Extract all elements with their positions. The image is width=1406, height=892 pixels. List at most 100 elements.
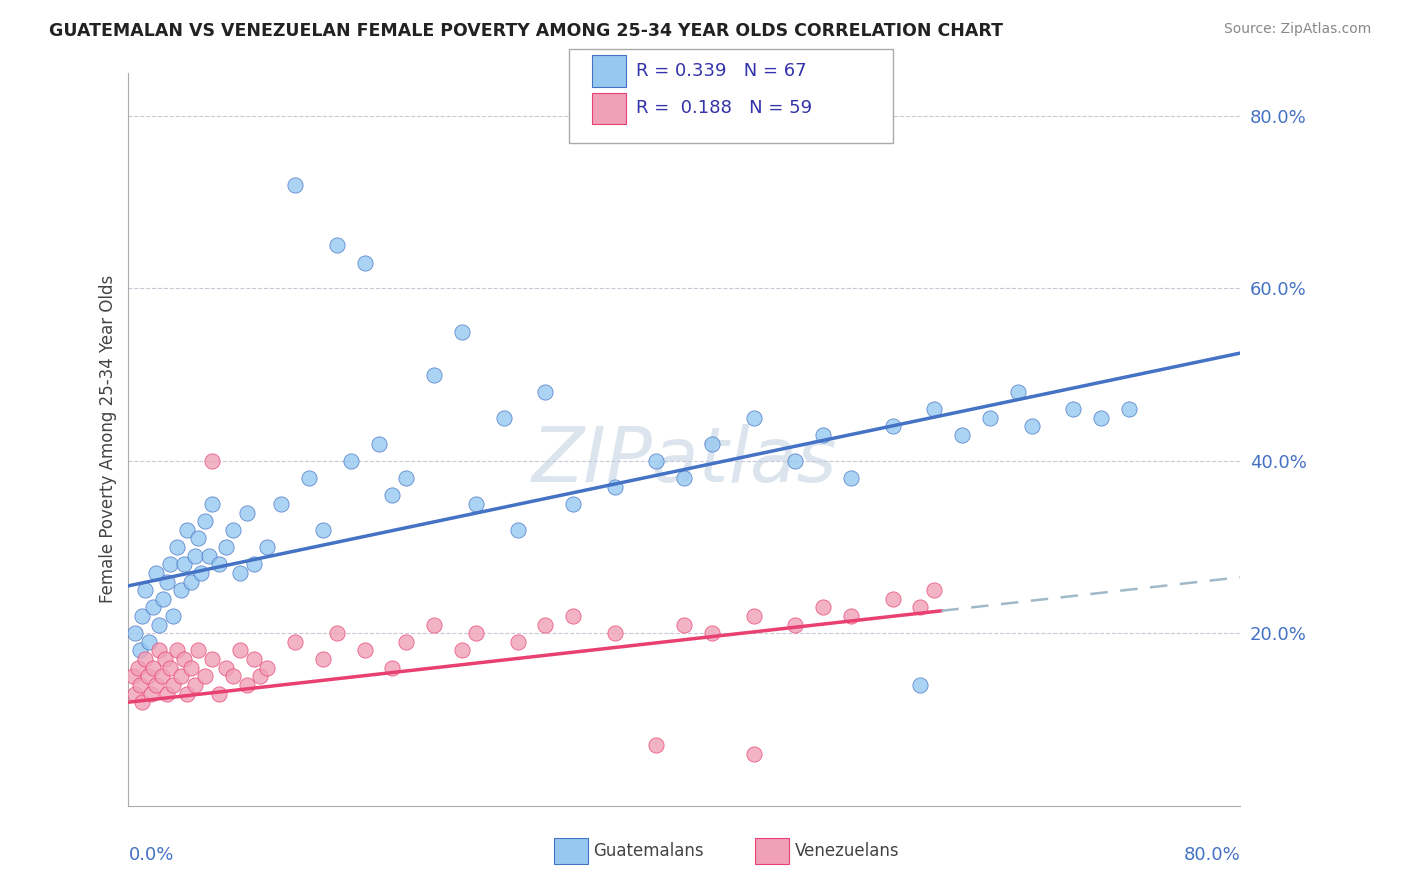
Point <box>298 471 321 485</box>
Text: ZIPatlas: ZIPatlas <box>531 425 837 499</box>
Point <box>645 739 668 753</box>
Point <box>742 747 765 761</box>
Point <box>395 635 418 649</box>
Point <box>326 626 349 640</box>
Point <box>242 558 264 572</box>
Point <box>170 583 193 598</box>
Point <box>208 687 231 701</box>
Point <box>184 549 207 563</box>
Point <box>162 678 184 692</box>
Point <box>142 661 165 675</box>
Point <box>742 410 765 425</box>
Point <box>148 643 170 657</box>
Point <box>312 652 335 666</box>
Point <box>367 436 389 450</box>
Point <box>506 523 529 537</box>
Point <box>134 652 156 666</box>
Point <box>353 643 375 657</box>
Point <box>159 558 181 572</box>
Point <box>173 652 195 666</box>
Point <box>270 497 292 511</box>
Point <box>249 669 271 683</box>
Point <box>201 652 224 666</box>
Point <box>673 617 696 632</box>
Point <box>170 669 193 683</box>
Point <box>950 428 973 442</box>
Point <box>811 428 834 442</box>
Point <box>562 497 585 511</box>
Point <box>839 471 862 485</box>
Point <box>312 523 335 537</box>
Point <box>127 661 149 675</box>
Point <box>159 661 181 675</box>
Point <box>221 523 243 537</box>
Text: Source: ZipAtlas.com: Source: ZipAtlas.com <box>1223 22 1371 37</box>
Point <box>176 687 198 701</box>
Point <box>184 678 207 692</box>
Point <box>148 617 170 632</box>
Point <box>152 591 174 606</box>
Point <box>215 661 238 675</box>
Point <box>156 687 179 701</box>
Point <box>138 635 160 649</box>
Point <box>142 600 165 615</box>
Point <box>1118 402 1140 417</box>
Point <box>201 497 224 511</box>
Point <box>464 626 486 640</box>
Point <box>451 325 474 339</box>
Point <box>979 410 1001 425</box>
Point <box>190 566 212 580</box>
Point <box>180 574 202 589</box>
Point <box>1007 384 1029 399</box>
Point <box>124 626 146 640</box>
Point <box>187 643 209 657</box>
Text: 80.0%: 80.0% <box>1184 846 1240 864</box>
Point <box>256 540 278 554</box>
Point <box>128 643 150 657</box>
Point <box>284 178 307 192</box>
Point <box>423 368 446 382</box>
Point <box>882 419 904 434</box>
Point <box>153 652 176 666</box>
Point <box>839 609 862 624</box>
Point <box>194 669 217 683</box>
Point <box>145 678 167 692</box>
Point <box>910 678 932 692</box>
Point <box>256 661 278 675</box>
Point <box>215 540 238 554</box>
Point <box>228 566 250 580</box>
Point <box>166 540 188 554</box>
Point <box>180 661 202 675</box>
Point <box>534 617 557 632</box>
Point <box>150 669 173 683</box>
Point <box>145 566 167 580</box>
Point <box>910 600 932 615</box>
Point <box>326 238 349 252</box>
Point <box>187 532 209 546</box>
Point <box>924 402 946 417</box>
Text: 0.0%: 0.0% <box>128 846 174 864</box>
Point <box>221 669 243 683</box>
Point <box>121 669 143 683</box>
Point <box>603 480 626 494</box>
Text: Guatemalans: Guatemalans <box>593 842 704 860</box>
Point <box>381 661 404 675</box>
Point <box>131 609 153 624</box>
Point <box>1021 419 1043 434</box>
Point <box>423 617 446 632</box>
Point <box>603 626 626 640</box>
Point <box>128 678 150 692</box>
Y-axis label: Female Poverty Among 25-34 Year Olds: Female Poverty Among 25-34 Year Olds <box>100 276 117 603</box>
Point <box>645 454 668 468</box>
Point <box>139 687 162 701</box>
Point <box>156 574 179 589</box>
Point <box>534 384 557 399</box>
Point <box>673 471 696 485</box>
Point <box>700 436 723 450</box>
Point <box>785 454 807 468</box>
Point <box>1090 410 1112 425</box>
Point <box>124 687 146 701</box>
Point <box>506 635 529 649</box>
Point <box>176 523 198 537</box>
Point <box>785 617 807 632</box>
